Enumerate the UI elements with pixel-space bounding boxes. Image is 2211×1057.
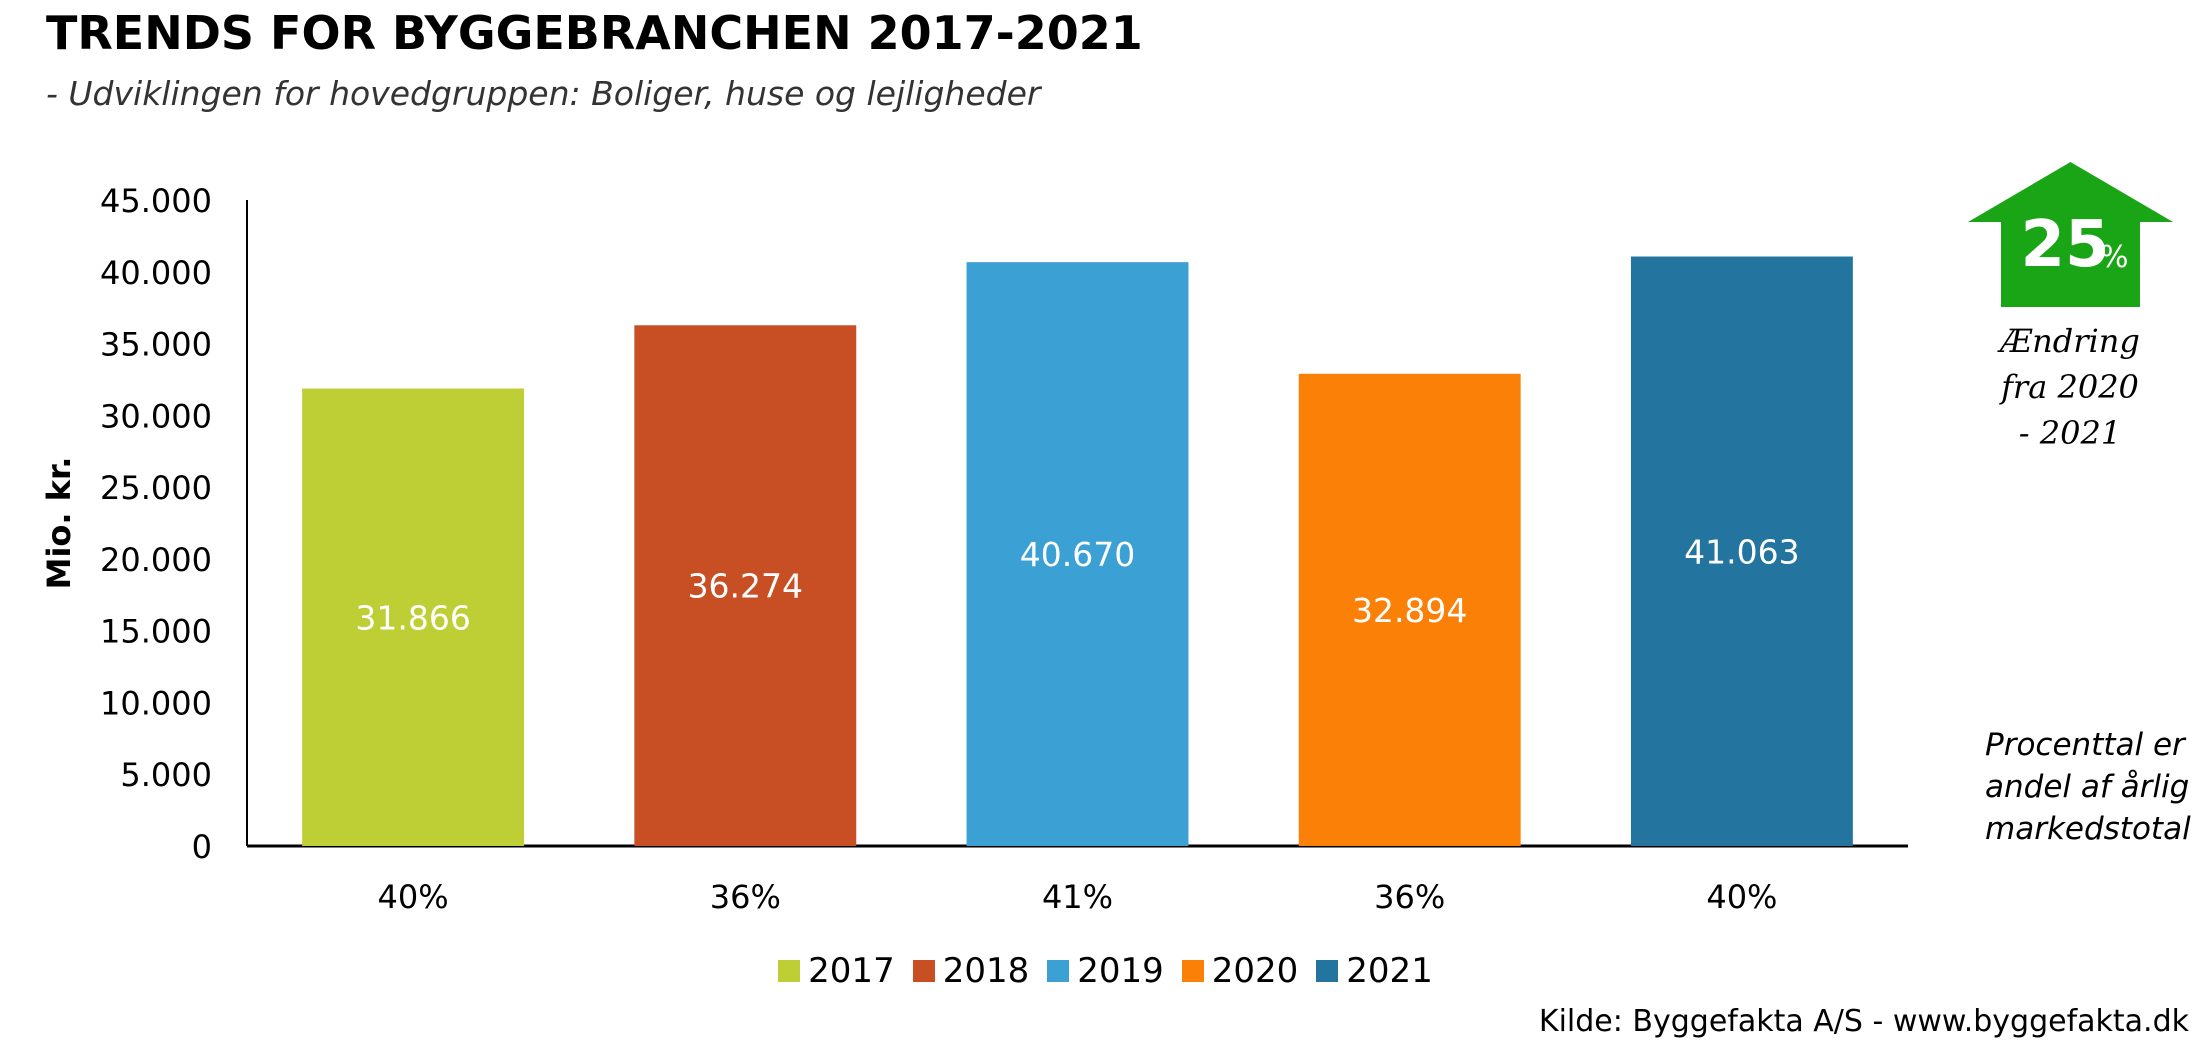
x-tick-label: 41%	[1042, 878, 1113, 916]
y-tick-label: 30.000	[100, 397, 212, 435]
up-arrow-shape	[1968, 162, 2173, 307]
bar-2020	[1298, 373, 1521, 846]
data-label-2017: 31.866	[355, 598, 470, 637]
legend-item-2017: 2017	[778, 951, 895, 991]
legend-label: 2017	[808, 951, 895, 991]
chart-subtitle: - Udviklingen for hovedgruppen: Boliger,…	[46, 74, 1041, 113]
legend-label: 2019	[1077, 951, 1164, 991]
change-value: 25	[2020, 208, 2110, 282]
bar-2017	[302, 388, 525, 846]
up-arrow-icon	[1968, 162, 2173, 307]
change-note: Ændring fra 2020 - 2021	[2000, 322, 2140, 452]
x-tick-label: 40%	[1706, 878, 1777, 916]
y-tick-label: 40.000	[100, 254, 212, 292]
legend-label: 2020	[1211, 951, 1299, 991]
y-axis-label: Mio. kr.	[40, 457, 78, 590]
chart-title: TRENDS FOR BYGGEBRANCHEN 2017-2021	[46, 6, 1143, 60]
legend-swatch	[1047, 960, 1070, 982]
y-tick-label: 5.000	[120, 756, 212, 794]
data-label-2019: 40.670	[1020, 535, 1135, 574]
legend-item-2020: 2020	[1181, 951, 1299, 991]
data-label-2018: 36.274	[688, 567, 803, 606]
chart-legend: 2017 2018 2019 2020 2021	[0, 951, 2211, 991]
y-tick-label: 10.000	[100, 684, 212, 722]
x-tick-label: 36%	[710, 878, 781, 916]
x-tick-label: 40%	[378, 878, 449, 916]
legend-swatch	[778, 960, 801, 982]
y-tick-label: 25.000	[100, 469, 212, 507]
y-tick-label: 15.000	[100, 613, 212, 651]
percent-note: Procenttal er andel af årlig markedstota…	[1985, 727, 2191, 847]
bar-2021	[1630, 256, 1853, 846]
data-label-2020: 32.894	[1352, 591, 1467, 630]
y-tick-label: 35.000	[100, 326, 212, 364]
legend-item-2018: 2018	[912, 951, 1030, 991]
change-unit: %	[2100, 240, 2129, 275]
y-tick-label: 20.000	[100, 541, 212, 579]
x-tick-label: 36%	[1374, 878, 1445, 916]
y-tick-label: 0	[192, 828, 212, 866]
bar-2018	[634, 325, 857, 846]
legend-item-2019: 2019	[1047, 951, 1164, 991]
legend-swatch	[1316, 960, 1339, 982]
y-tick-label: 45.000	[100, 182, 212, 220]
source-note: Kilde: Byggefakta A/S - www.byggefakta.d…	[1538, 1004, 2189, 1039]
legend-swatch	[1181, 960, 1204, 982]
data-label-2021: 41.063	[1684, 532, 1799, 571]
legend-label: 2018	[942, 951, 1030, 991]
bar-2019	[966, 262, 1189, 846]
legend-swatch	[912, 960, 935, 982]
legend-item-2021: 2021	[1316, 951, 1433, 991]
legend-label: 2021	[1346, 951, 1433, 991]
